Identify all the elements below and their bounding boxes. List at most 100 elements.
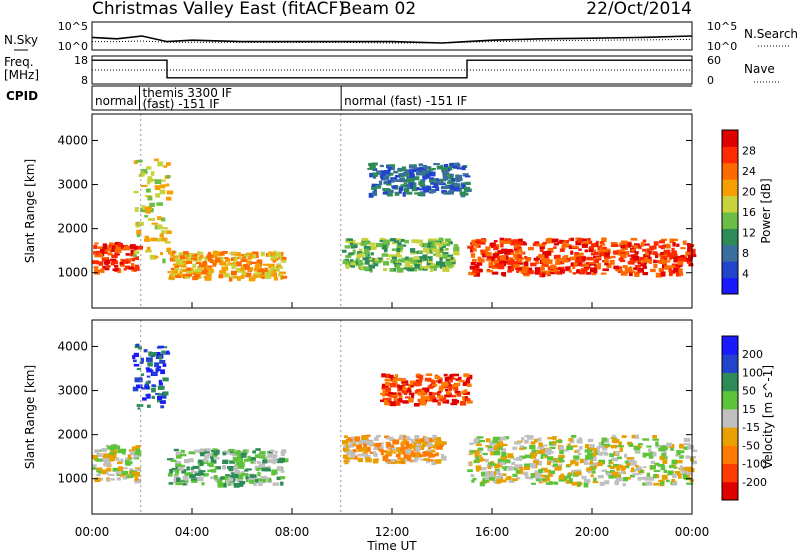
power-cell (497, 255, 501, 261)
power-cell (143, 171, 148, 174)
power-cell (365, 246, 371, 251)
power-cell (655, 272, 662, 278)
velocity-cell (203, 458, 207, 462)
power-cell (111, 260, 119, 264)
power-cell (640, 242, 645, 247)
power-cell (680, 258, 687, 262)
x-tick-label: 12:00 (375, 525, 410, 539)
power-cell (449, 180, 453, 184)
power-cell (181, 261, 189, 264)
power-cell (394, 179, 401, 183)
power-cell (351, 245, 355, 249)
power-cell (383, 247, 388, 253)
velocity-cell (156, 366, 161, 369)
power-cell (438, 261, 446, 267)
power-cell (643, 255, 649, 261)
power-cell (149, 254, 157, 260)
velocity-cell (643, 466, 647, 469)
power-cell (133, 190, 139, 194)
velocity-cell (210, 457, 214, 462)
velocity-cell (426, 459, 430, 464)
velocity-cell (260, 455, 266, 458)
power-cell (250, 261, 257, 265)
velocity-cell (410, 453, 416, 457)
velocity-colorbar-segment (722, 463, 738, 483)
velocity-cell (540, 455, 544, 460)
power-cell (453, 244, 459, 247)
velocity-cell (187, 472, 194, 475)
velocity-cell (422, 387, 429, 390)
power-cell (120, 263, 125, 268)
velocity-cell (535, 460, 539, 465)
velocity-cell (176, 453, 182, 459)
power-cell (241, 265, 246, 269)
velocity-cell (685, 455, 690, 459)
velocity-cell (210, 476, 216, 480)
power-cell (423, 188, 430, 193)
power-cell (103, 245, 108, 250)
velocity-cell (451, 398, 458, 402)
power-cell (396, 245, 404, 250)
velocity-cell (144, 384, 150, 390)
velocity-cell (647, 448, 652, 453)
velocity-cell (428, 445, 434, 448)
power-cell (430, 244, 434, 247)
power-cell (544, 270, 551, 275)
power-cell (196, 256, 203, 262)
velocity-cell (175, 469, 180, 474)
power-cell (589, 263, 597, 266)
velocity-cell (489, 441, 496, 446)
power-cell (456, 177, 463, 181)
velocity-cell (424, 437, 430, 442)
velocity-cell (110, 444, 118, 450)
power-cell (134, 256, 140, 260)
power-cell (381, 253, 389, 257)
power-cell (441, 167, 449, 172)
power-cell (453, 177, 459, 182)
velocity-cell (598, 441, 604, 446)
velocity-cell (662, 459, 668, 464)
velocity-cell (415, 439, 422, 442)
power-cell (120, 259, 124, 264)
velocity-cell (146, 404, 151, 408)
velocity-cell (573, 455, 580, 460)
power-cell (429, 240, 435, 246)
velocity-cell (109, 478, 116, 481)
power-cell (589, 257, 594, 261)
velocity-cell (201, 482, 205, 486)
power-cell (604, 260, 609, 266)
power-cell (122, 259, 128, 262)
velocity-cell (381, 373, 386, 378)
velocity-cell (148, 351, 153, 357)
power-cell (394, 191, 400, 196)
power-ylabel: Slant Range [km] (23, 159, 37, 263)
power-cell (279, 255, 284, 260)
velocity-cell (349, 449, 353, 453)
velocity-cell (620, 465, 627, 470)
velocity-cell (142, 397, 147, 401)
velocity-cell (344, 435, 348, 439)
velocity-cell (547, 473, 553, 477)
power-cell (685, 251, 693, 257)
power-cell (476, 261, 483, 266)
power-cell (112, 268, 119, 271)
velocity-colorbar-frame (721, 335, 739, 501)
velocity-cell (524, 439, 529, 444)
velocity-cell (170, 459, 177, 462)
velocity-cell (106, 468, 112, 472)
velocity-cell (395, 401, 401, 406)
velocity-cell (188, 451, 196, 455)
power-cell (136, 266, 140, 271)
velocity-cell (485, 445, 489, 448)
power-cell (92, 260, 99, 265)
power-cell (456, 162, 460, 165)
power-cell (383, 268, 388, 272)
velocity-cell (211, 469, 217, 473)
power-cell (104, 261, 109, 266)
power-cell (579, 271, 586, 275)
velocity-cell (223, 482, 227, 488)
velocity-cell (526, 435, 534, 440)
power-colorbar-tick: 12 (742, 227, 756, 240)
power-cell (660, 238, 667, 241)
velocity-cell (463, 391, 470, 395)
